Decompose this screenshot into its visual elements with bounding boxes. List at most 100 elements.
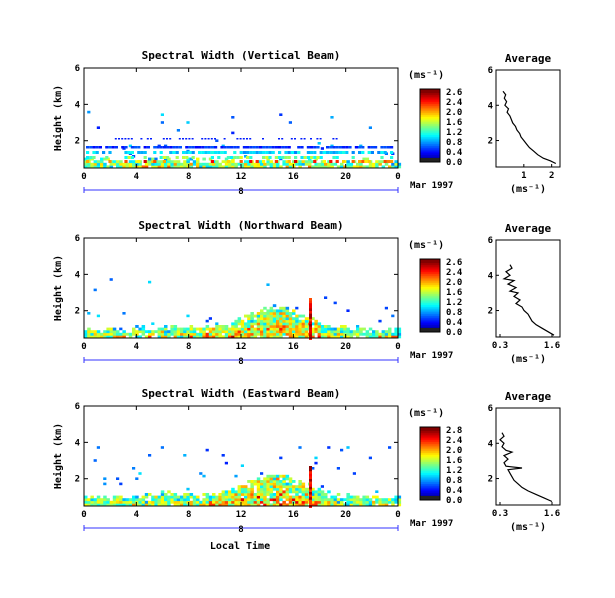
heatmap-cell <box>247 322 251 326</box>
heatmap-cell <box>313 160 317 163</box>
colorbar-tick-label: 2.0 <box>446 278 462 288</box>
heatmap-cell <box>189 325 194 328</box>
heatmap-cell <box>212 500 216 504</box>
heatmap-cell <box>92 156 96 159</box>
heatmap-cell <box>221 160 226 164</box>
heatmap-cell <box>309 494 312 498</box>
heatmap-cell <box>381 332 386 336</box>
heatmap-cell <box>288 503 293 507</box>
heatmap-cell <box>202 165 206 169</box>
heatmap-cell <box>271 146 275 149</box>
heatmap-cell <box>205 165 210 169</box>
heatmap-cell <box>279 314 283 318</box>
heatmap-cell <box>383 151 387 154</box>
heatmap-cell <box>116 503 120 507</box>
heatmap-cell <box>160 335 165 339</box>
heatmap-cell <box>298 314 302 318</box>
heatmap-cell <box>143 156 147 159</box>
heatmap-cell <box>116 330 120 334</box>
heatmap-cell <box>256 314 261 318</box>
heatmap-cell <box>292 330 296 334</box>
y-tick-label: 4 <box>75 100 81 110</box>
heatmap-cell <box>317 490 322 494</box>
heatmap-cell <box>358 151 362 154</box>
heatmap-cell <box>96 126 100 129</box>
heatmap-cell <box>311 335 315 339</box>
heatmap-cell <box>295 495 299 499</box>
heatmap-cell <box>300 156 304 159</box>
heatmap-cell <box>186 332 190 336</box>
heatmap-cell <box>176 495 181 499</box>
colorbar-segment <box>420 494 440 497</box>
average-y-tick-label: 4 <box>488 101 494 111</box>
heatmap-cell <box>333 335 338 339</box>
heatmap-cell <box>279 332 283 336</box>
colorbar-segment <box>420 271 440 274</box>
heatmap-cell <box>112 330 117 334</box>
heatmap-cell <box>253 162 258 166</box>
heatmap-cell <box>205 495 210 499</box>
colorbar-frame <box>419 426 441 501</box>
heatmap-cell <box>368 503 373 507</box>
heatmap-cell <box>301 485 306 489</box>
heatmap-cell <box>300 138 303 140</box>
heatmap-cell <box>320 325 325 328</box>
heatmap-cell <box>342 160 346 163</box>
heatmap-cell <box>157 330 162 334</box>
heatmap-cell <box>183 500 187 504</box>
heatmap-cell <box>102 151 106 154</box>
colorbar-segment <box>420 434 440 437</box>
heatmap-cell <box>292 319 296 323</box>
heatmap-cell <box>276 322 280 326</box>
heatmap-cell <box>205 162 210 166</box>
heatmap-cell <box>138 498 142 502</box>
heatmap-cell <box>279 474 283 478</box>
heatmap-cell <box>260 498 264 502</box>
heatmap-cell <box>372 165 376 169</box>
heatmap-cell <box>128 332 133 336</box>
heatmap-cell <box>173 503 178 507</box>
heatmap-cell <box>260 472 264 475</box>
heatmap-cell <box>180 498 184 502</box>
heatmap-cell <box>391 335 395 339</box>
heatmap-cell <box>287 156 291 159</box>
heatmap-cell <box>210 156 214 159</box>
heatmap-cell <box>279 317 283 321</box>
heatmap-cell <box>282 332 286 336</box>
colorbar-segment <box>420 308 440 311</box>
heatmap-cell <box>362 498 366 502</box>
heatmap-cell <box>256 162 261 166</box>
heatmap-cell <box>166 146 170 149</box>
heatmap-cell <box>186 330 190 334</box>
heatmap-cell <box>247 327 251 331</box>
heatmap-cell <box>346 495 350 499</box>
heatmap-cell <box>327 446 331 449</box>
heatmap-cell <box>167 495 171 499</box>
heatmap-cell <box>202 503 206 507</box>
heatmap-cell <box>314 495 318 499</box>
heatmap-cell <box>285 317 290 321</box>
heatmap-cell <box>167 157 171 161</box>
heatmap-cell <box>333 498 338 502</box>
heatmap-cell <box>269 327 274 331</box>
heatmap-cell <box>311 327 315 331</box>
heatmap-cell <box>260 322 264 326</box>
heatmap-cell <box>212 165 216 169</box>
heatmap-cell <box>237 332 242 336</box>
heatmap-cell <box>160 490 165 494</box>
heatmap-cell <box>160 113 164 116</box>
heatmap-cell <box>256 500 261 504</box>
heatmap-cell <box>236 146 240 149</box>
colorbar-segment <box>420 437 440 441</box>
heatmap-cell <box>189 162 194 166</box>
heatmap-cell <box>359 327 363 331</box>
heatmap-cell <box>260 312 264 315</box>
heatmap-cell <box>250 485 254 489</box>
heatmap-cell <box>255 160 259 163</box>
heatmap-cell <box>375 498 379 502</box>
heatmap-cell <box>380 151 384 154</box>
heatmap-cell <box>298 480 302 483</box>
heatmap-cell <box>279 309 283 313</box>
heatmap-cell <box>162 146 166 149</box>
heatmap-cell <box>223 151 227 154</box>
